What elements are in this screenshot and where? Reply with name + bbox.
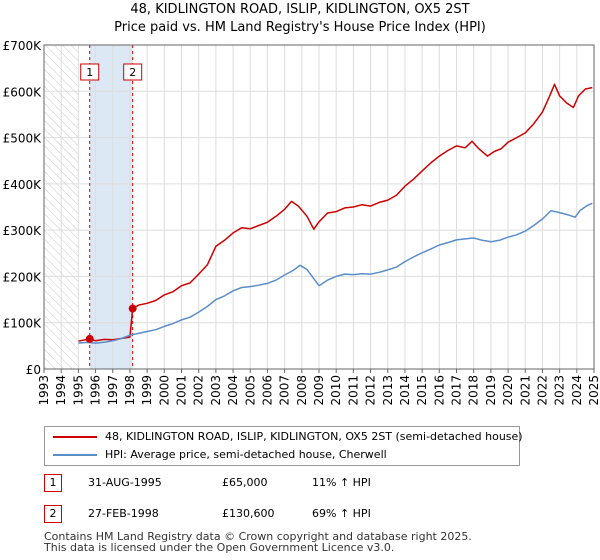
x-tick-label: 2021 — [518, 375, 532, 406]
x-tick-label: 2014 — [398, 375, 412, 406]
x-tick-label: 2004 — [226, 375, 240, 406]
sale-point — [85, 334, 94, 343]
x-tick-label: 2015 — [415, 375, 429, 406]
sale-marker-badge — [80, 63, 100, 81]
x-tick-label: 2009 — [312, 375, 326, 406]
chart-legend: 48, KIDLINGTON ROAD, ISLIP, KIDLINGTON, … — [44, 426, 523, 466]
attribution-footer: Contains HM Land Registry data © Crown c… — [44, 531, 600, 553]
x-tick-label: 1996 — [89, 375, 103, 406]
x-tick-label: 1997 — [106, 375, 120, 406]
legend-line-hpi — [53, 454, 97, 456]
x-tick-label: 2019 — [484, 375, 498, 406]
y-tick-label: £100K — [3, 317, 43, 331]
legend-line-property — [53, 436, 97, 438]
price-chart: 1 2 £0 £100K £200K £300K £400K £500K £600K £700K 1… — [3, 39, 600, 406]
x-tick-label: 2013 — [381, 375, 395, 406]
sale-price: £130,600 — [222, 507, 275, 520]
x-tick-label: 2020 — [501, 375, 515, 406]
sale-hpi-change: 69% ↑ HPI — [312, 507, 371, 520]
x-tick-label: 2002 — [192, 375, 206, 406]
sale-marker-label: 2 — [129, 66, 136, 79]
sale-price: £65,000 — [222, 476, 268, 489]
x-tick-label: 2003 — [209, 375, 223, 406]
x-tick-label: 1993 — [37, 375, 51, 406]
y-tick-label: £0 — [26, 363, 41, 377]
x-tick-label: 1998 — [123, 375, 137, 406]
x-tick-label: 1999 — [140, 375, 154, 406]
sale-point — [128, 304, 137, 313]
series-line-hpi — [78, 202, 593, 344]
x-tick-label: 1995 — [71, 375, 85, 406]
y-tick-label: £600K — [3, 85, 43, 99]
sale-marker-label: 1 — [86, 66, 93, 79]
chart-title-line2: Price paid vs. HM Land Registry's House … — [114, 20, 486, 35]
y-tick-label: £300K — [3, 224, 43, 238]
x-tick-label: 2005 — [243, 375, 257, 406]
sale-badge: 1 — [44, 474, 62, 492]
x-tick-label: 2016 — [432, 375, 446, 406]
y-tick-label: £700K — [3, 39, 43, 53]
x-tick-label: 2012 — [364, 375, 378, 406]
y-tick-label: £500K — [3, 132, 43, 146]
x-tick-label: 1994 — [54, 375, 68, 406]
attribution-line-2: This data is licensed under the Open Gov… — [44, 541, 395, 554]
attribution-line-1: Contains HM Land Registry data © Crown c… — [44, 530, 472, 543]
x-tick-label: 2006 — [260, 375, 274, 406]
series-line-property — [78, 83, 593, 342]
x-tick-label: 2024 — [570, 375, 584, 406]
shaded-region — [89, 45, 133, 369]
sale-date: 27-FEB-1998 — [88, 507, 159, 520]
sale-badge: 2 — [44, 505, 62, 523]
x-tick-label: 2022 — [535, 375, 549, 406]
legend-label-hpi: HPI: Average price, semi-detached house,… — [105, 448, 387, 461]
x-tick-label: 2025 — [587, 375, 600, 406]
y-tick-label: £200K — [3, 270, 43, 284]
sale-hpi-change: 11% ↑ HPI — [312, 476, 371, 489]
x-tick-label: 2011 — [346, 375, 360, 406]
y-tick-label: £400K — [3, 178, 43, 192]
sale-marker-badge — [123, 63, 143, 81]
x-tick-label: 2007 — [278, 375, 292, 406]
chart-title-line1: 48, KIDLINGTON ROAD, ISLIP, KIDLINGTON, … — [130, 2, 470, 17]
x-tick-label: 2017 — [450, 375, 464, 406]
x-tick-label: 2000 — [157, 375, 171, 406]
x-tick-label: 2001 — [175, 375, 189, 406]
x-tick-label: 2008 — [295, 375, 309, 406]
sale-date: 31-AUG-1995 — [88, 476, 162, 489]
legend-label-property: 48, KIDLINGTON ROAD, ISLIP, KIDLINGTON, … — [105, 430, 523, 443]
x-tick-label: 2023 — [553, 375, 567, 406]
x-tick-label: 2018 — [467, 375, 481, 406]
x-tick-label: 2010 — [329, 375, 343, 406]
